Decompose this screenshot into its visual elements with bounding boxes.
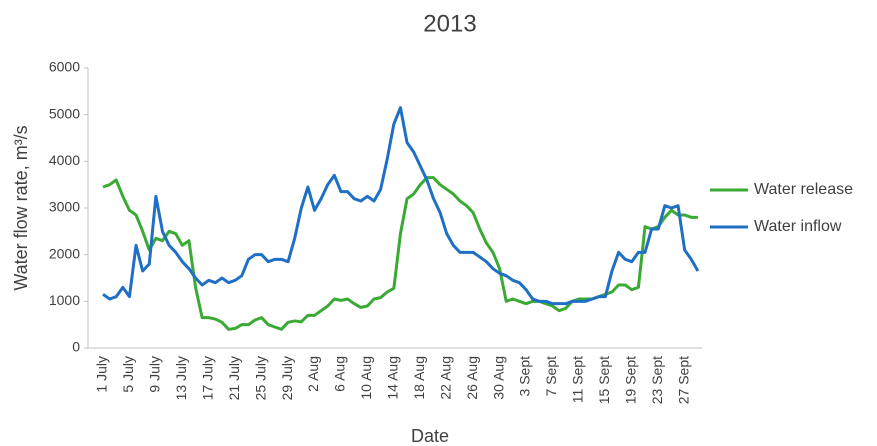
x-tick-label: 23 Sept <box>649 356 665 404</box>
x-tick-label: 15 Sept <box>596 356 612 404</box>
x-axis-title: Date <box>411 426 449 446</box>
x-tick-label: 30 Aug <box>490 356 506 400</box>
x-tick-label: 6 Aug <box>332 356 348 392</box>
x-tick-label: 19 Sept <box>623 356 639 404</box>
y-tick-label: 3000 <box>49 199 80 215</box>
x-tick-label: 1 July <box>94 356 110 393</box>
y-tick-label: 2000 <box>49 245 80 261</box>
x-tick-label: 27 Sept <box>675 356 691 404</box>
y-axis-title: Water flow rate, m³/s <box>11 125 31 290</box>
x-tick-label: 14 Aug <box>385 356 401 400</box>
x-tick-label: 18 Aug <box>411 356 427 400</box>
chart-title: 2013 <box>423 10 476 37</box>
line-series <box>102 176 698 331</box>
legend-label: Water release <box>754 181 853 198</box>
x-tick-label: 21 July <box>226 356 242 400</box>
x-tick-label: 2 Aug <box>305 356 321 392</box>
y-tick-label: 5000 <box>49 105 80 121</box>
x-tick-label: 7 Sept <box>543 356 559 397</box>
legend-label: Water inflow <box>754 218 842 235</box>
line-series <box>102 106 700 306</box>
x-tick-label: 5 July <box>120 356 136 393</box>
x-tick-label: 10 Aug <box>358 356 374 400</box>
x-tick-label: 3 Sept <box>517 356 533 397</box>
x-tick-label: 9 July <box>147 356 163 393</box>
x-tick-label: 26 Aug <box>464 356 480 400</box>
x-tick-label: 17 July <box>199 356 215 400</box>
y-tick-label: 1000 <box>49 292 80 308</box>
y-tick-label: 6000 <box>49 59 80 75</box>
x-tick-label: 11 Sept <box>570 356 586 403</box>
y-tick-label: 4000 <box>49 152 80 168</box>
x-tick-label: 22 Aug <box>437 356 453 400</box>
x-tick-label: 13 July <box>173 356 189 400</box>
x-tick-label: 25 July <box>252 356 268 400</box>
x-tick-label: 29 July <box>279 356 295 400</box>
y-tick-label: 0 <box>72 339 80 355</box>
